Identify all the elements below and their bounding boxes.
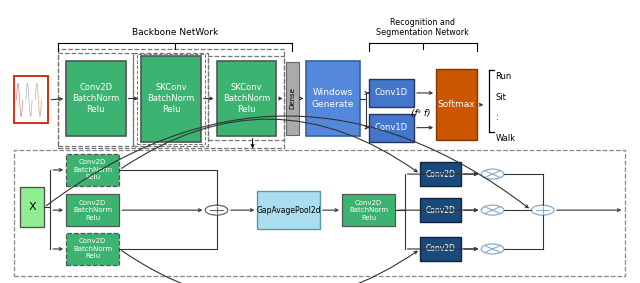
Text: Conv2D
BatchNorm
Relu: Conv2D BatchNorm Relu <box>73 200 112 221</box>
FancyBboxPatch shape <box>66 194 119 226</box>
FancyBboxPatch shape <box>66 154 119 186</box>
Text: :: : <box>495 113 499 123</box>
Text: Sit: Sit <box>495 93 506 102</box>
FancyBboxPatch shape <box>66 233 119 265</box>
Text: GapAvagePool2d: GapAvagePool2d <box>257 206 321 215</box>
FancyBboxPatch shape <box>420 162 461 186</box>
Text: Conv2D: Conv2D <box>426 245 456 254</box>
Text: Conv1D: Conv1D <box>375 123 408 132</box>
FancyBboxPatch shape <box>436 69 477 140</box>
Text: Conv2D
BatchNorm
Relu: Conv2D BatchNorm Relu <box>73 239 112 260</box>
FancyBboxPatch shape <box>14 76 49 123</box>
FancyBboxPatch shape <box>420 237 461 261</box>
Text: SKConv
BatchNorm
Relu: SKConv BatchNorm Relu <box>223 83 270 114</box>
FancyBboxPatch shape <box>420 198 461 222</box>
Text: Recognition and
Segmentation Network: Recognition and Segmentation Network <box>376 18 469 37</box>
Text: Run: Run <box>495 72 512 81</box>
Text: Windows
Generate: Windows Generate <box>312 89 354 109</box>
Text: X: X <box>28 202 36 212</box>
Text: Conv2D: Conv2D <box>426 170 456 179</box>
Text: Conv2D
BatchNorm
Relu: Conv2D BatchNorm Relu <box>349 200 388 221</box>
FancyBboxPatch shape <box>369 79 414 107</box>
FancyBboxPatch shape <box>342 194 396 226</box>
FancyBboxPatch shape <box>285 63 300 134</box>
Text: Conv2D: Conv2D <box>426 206 456 215</box>
Text: Conv2D
BatchNorm
Relu: Conv2D BatchNorm Relu <box>72 83 120 114</box>
Text: Conv2D
BatchNorm
Relu: Conv2D BatchNorm Relu <box>73 159 112 181</box>
FancyBboxPatch shape <box>306 61 360 136</box>
FancyBboxPatch shape <box>66 61 125 136</box>
Text: Backbone NetWork: Backbone NetWork <box>132 29 218 37</box>
Text: (fˢ f): (fˢ f) <box>411 109 430 118</box>
Text: SKConv
BatchNorm
Relu: SKConv BatchNorm Relu <box>147 83 195 114</box>
FancyBboxPatch shape <box>20 187 44 228</box>
FancyBboxPatch shape <box>141 55 201 142</box>
Text: Walk: Walk <box>495 134 516 143</box>
FancyBboxPatch shape <box>369 114 414 142</box>
FancyBboxPatch shape <box>257 191 320 229</box>
Text: Conv1D: Conv1D <box>375 89 408 97</box>
Text: Softmax: Softmax <box>438 100 476 109</box>
FancyBboxPatch shape <box>216 61 276 136</box>
Text: Dense: Dense <box>289 87 296 110</box>
